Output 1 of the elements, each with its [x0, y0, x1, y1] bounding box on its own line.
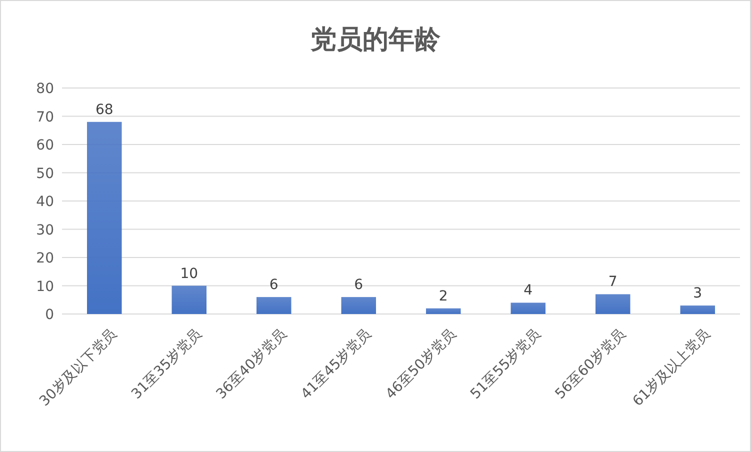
- title: 党员的年龄: [310, 25, 440, 55]
